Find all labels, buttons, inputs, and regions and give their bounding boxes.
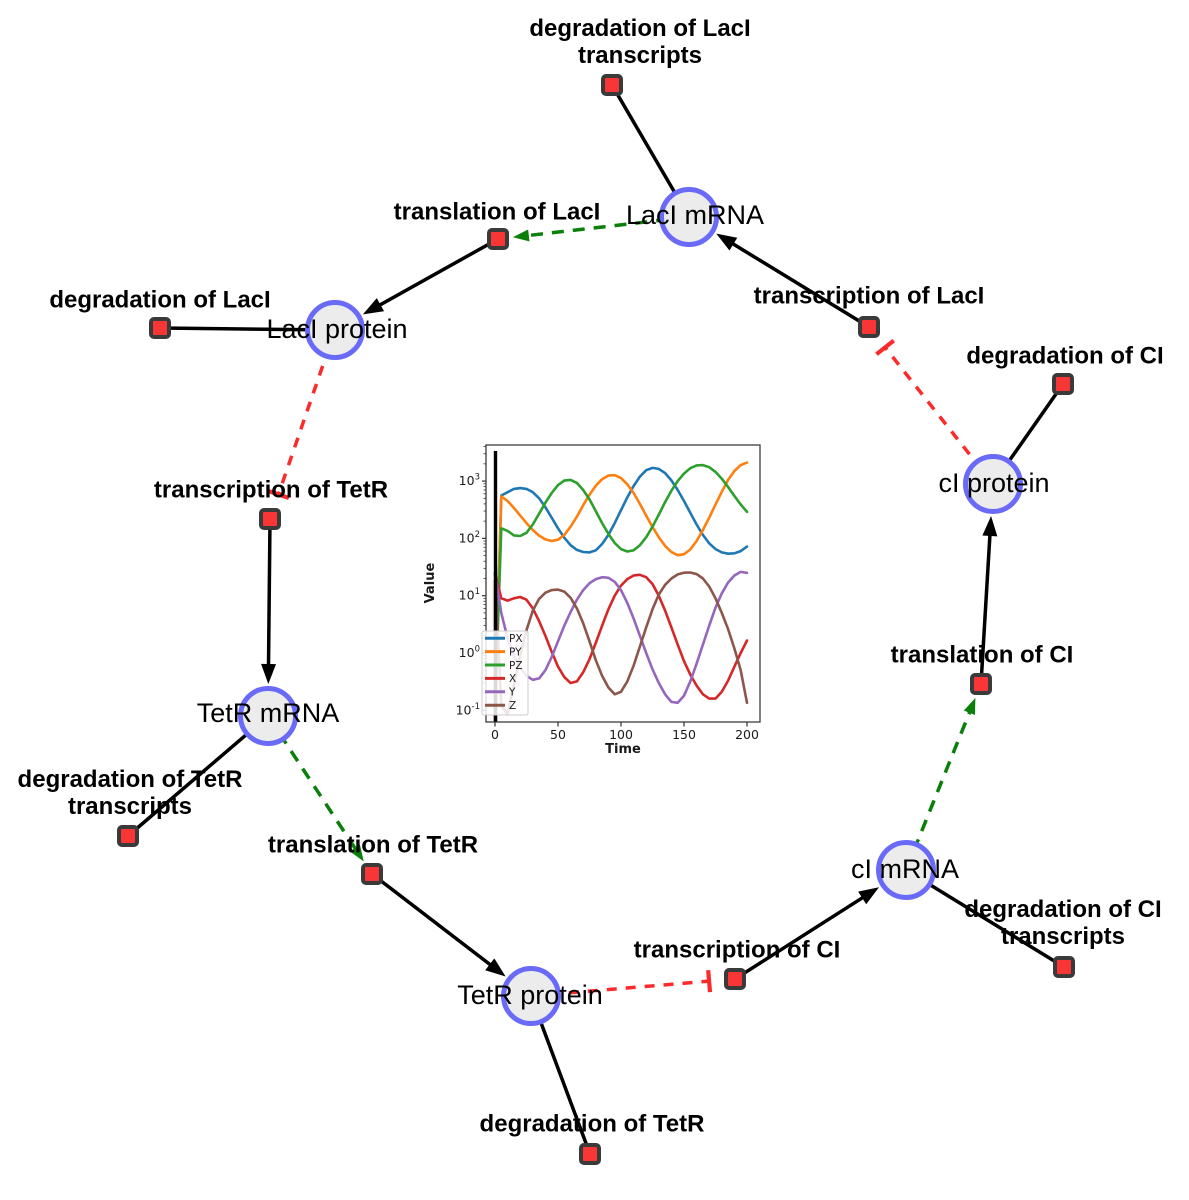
production-line: [370, 872, 494, 969]
production-line: [734, 894, 867, 981]
catalysis-arrowhead-icon: [963, 697, 976, 715]
series-line-PX: [493, 466, 749, 712]
series-line-Z: [493, 571, 749, 716]
edge-transcription-of-laci-laci-mrna: [716, 233, 870, 329]
edge-ci-mrna-degradation-of-ci-transcripts: [905, 868, 1065, 969]
y-tick-label: 100: [459, 645, 480, 661]
inhibition-tbar-icon: [875, 338, 896, 356]
species-node-tetr-mrna[interactable]: [238, 686, 298, 746]
edge-translation-of-tetr-tetr-protein: [370, 872, 506, 977]
y-axis-title: Value: [423, 562, 438, 603]
species-node-tetr-protein[interactable]: [501, 966, 561, 1026]
legend-label-PZ: PZ: [509, 660, 523, 672]
edge-tetr-protein-transcription-of-ci: [530, 970, 713, 998]
y-tick-label: 103: [459, 473, 480, 489]
edge-translation-of-laci-laci-protein: [362, 237, 499, 315]
reaction-node-translation-of-laci[interactable]: [487, 228, 509, 250]
reaction-node-degradation-of-tetr[interactable]: [579, 1143, 601, 1165]
species-node-ci-protein[interactable]: [963, 454, 1023, 514]
catalysis-arrowhead-icon: [512, 229, 530, 242]
production-line: [729, 240, 870, 329]
inhibition-tbar-icon: [267, 488, 290, 500]
x-tick-label: 0: [491, 727, 499, 742]
catalysis-arrowhead-icon: [349, 844, 364, 862]
legend-label-PX: PX: [509, 633, 523, 645]
reaction-node-translation-of-tetr[interactable]: [361, 863, 383, 885]
series-line-PY: [493, 461, 749, 712]
reaction-node-degradation-of-laci-transcripts[interactable]: [601, 74, 623, 96]
edge-transcription-of-tetr-tetr-mrna: [261, 518, 277, 685]
production-arrowhead-icon: [485, 958, 506, 977]
inhibition-tbar-icon: [706, 970, 713, 993]
production-line: [266, 518, 272, 669]
legend-label-X: X: [509, 673, 516, 685]
legend-label-Y: Y: [508, 687, 516, 699]
production-line: [376, 237, 499, 309]
x-axis-title: Time: [605, 742, 641, 757]
production-arrowhead-icon: [261, 663, 277, 685]
reaction-node-translation-of-ci[interactable]: [970, 673, 992, 695]
production-arrowhead-icon: [716, 233, 738, 251]
legend-label-PY: PY: [509, 646, 522, 658]
species-node-ci-mrna[interactable]: [876, 840, 936, 900]
reaction-node-degradation-of-ci[interactable]: [1052, 373, 1074, 395]
x-tick-label: 100: [609, 727, 633, 742]
y-tick-label: 102: [459, 530, 480, 546]
x-tick-label: 50: [550, 727, 566, 742]
edge-transcription-of-ci-ci-mrna: [734, 887, 880, 981]
production-arrowhead-icon: [982, 515, 998, 537]
reaction-node-degradation-of-tetr-transcripts[interactable]: [117, 825, 139, 847]
legend-label-Z: Z: [509, 700, 516, 712]
y-tick-label: 10-1: [456, 702, 480, 718]
timeseries-plot: 0 50 100 150 20010-1100101102103TimeValuePXP…: [423, 433, 780, 767]
species-node-laci-protein[interactable]: [305, 300, 365, 360]
reaction-node-degradation-of-laci[interactable]: [149, 317, 171, 339]
edge-ci-protein-transcription-of-laci: [875, 338, 995, 486]
plot-frame: [485, 444, 761, 723]
production-arrowhead-icon: [362, 298, 385, 315]
reaction-node-degradation-of-ci-transcripts[interactable]: [1053, 956, 1075, 978]
edge-translation-of-ci-ci-protein: [979, 515, 998, 685]
series-line-X: [493, 571, 749, 700]
reaction-node-transcription-of-laci[interactable]: [858, 316, 880, 338]
y-tick-label: 101: [459, 587, 480, 603]
species-node-laci-mrna[interactable]: [659, 187, 719, 247]
x-tick-label: 200: [735, 727, 759, 742]
reaction-node-transcription-of-tetr[interactable]: [259, 508, 281, 530]
series-line-PZ: [493, 463, 749, 712]
consumption-line: [905, 868, 1065, 969]
series-line-Y: [493, 570, 749, 705]
production-line: [979, 531, 992, 685]
production-arrowhead-icon: [858, 887, 880, 905]
reaction-node-transcription-of-ci[interactable]: [724, 968, 746, 990]
x-tick-label: 150: [672, 727, 696, 742]
